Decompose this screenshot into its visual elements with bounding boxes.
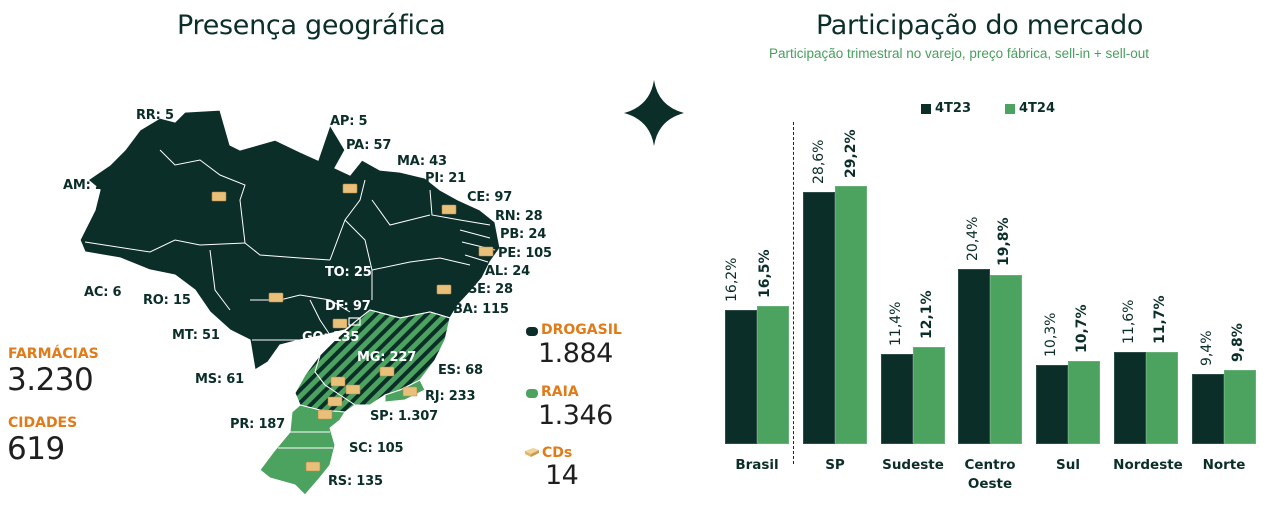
category-centro-oeste: Centro Oeste xyxy=(964,457,1016,492)
bar-sudeste-4t24 xyxy=(913,347,945,444)
state-label-pa: PA: 57 xyxy=(346,138,392,153)
state-label-rj: RJ: 233 xyxy=(425,389,476,404)
bar-sudeste-4t23 xyxy=(881,354,913,444)
raia-value: 1.346 xyxy=(538,400,613,431)
cds-label: CDs xyxy=(542,445,573,461)
bar-centro-oeste-4t23 xyxy=(958,269,990,444)
state-label-sc: SC: 105 xyxy=(349,441,404,456)
category-sp: SP xyxy=(825,457,845,473)
state-label-go: GO: 135 xyxy=(302,330,360,345)
state-label-pi: PI: 21 xyxy=(425,171,466,186)
state-label-ro: RO: 15 xyxy=(143,293,191,308)
map-dark-region xyxy=(79,109,501,371)
value-norte-4t23: 9,4% xyxy=(1199,330,1215,366)
cds-value: 14 xyxy=(545,460,579,491)
state-label-pr: PR: 187 xyxy=(230,417,285,432)
df-marker xyxy=(348,317,361,326)
category-sudeste: Sudeste xyxy=(882,457,944,473)
legend-label-4t23: 4T23 xyxy=(935,101,972,116)
geo-title: Presença geográfica xyxy=(177,10,446,41)
category-nordeste: Nordeste xyxy=(1113,457,1183,473)
bar-norte-4t23 xyxy=(1192,374,1224,444)
bar-brasil-4t24 xyxy=(757,306,789,444)
state-label-ac: AC: 6 xyxy=(84,285,122,300)
bar-sp-4t24 xyxy=(835,186,867,444)
value-sp-4t24: 29,2% xyxy=(843,129,859,178)
category-norte: Norte xyxy=(1202,457,1246,473)
value-sudeste-4t23: 11,4% xyxy=(888,301,904,346)
state-label-se: SE: 28 xyxy=(468,282,513,297)
farmacias-value: 3.230 xyxy=(7,362,94,398)
bar-sul-4t23 xyxy=(1036,365,1068,444)
four-point-star-icon xyxy=(624,80,684,146)
value-sp-4t23: 28,6% xyxy=(811,139,827,184)
bar-norte-4t24 xyxy=(1224,370,1256,444)
value-norte-4t24: 9,8% xyxy=(1230,323,1246,362)
state-label-rn: RN: 28 xyxy=(495,209,543,224)
state-label-pe: PE: 105 xyxy=(498,246,552,261)
dashed-separator xyxy=(793,122,794,464)
bar-sul-4t24 xyxy=(1068,361,1100,444)
category-brasil: Brasil xyxy=(735,457,779,473)
state-label-ce: CE: 97 xyxy=(467,190,513,205)
value-nordeste-4t23: 11,6% xyxy=(1121,299,1137,344)
value-sudeste-4t24: 12,1% xyxy=(919,290,935,339)
brazil-map xyxy=(79,109,501,496)
cidades-label: CIDADES xyxy=(8,415,78,431)
farmacias-label: FARMÁCIAS xyxy=(8,346,99,362)
raia-label: RAIA xyxy=(541,384,579,400)
state-label-mt: MT: 51 xyxy=(172,328,220,343)
state-label-pb: PB: 24 xyxy=(500,227,547,242)
market-title: Participação do mercado xyxy=(816,10,1144,41)
state-label-df: DF: 97 xyxy=(325,299,371,314)
bar-nordeste-4t23 xyxy=(1114,352,1146,444)
cd-markers xyxy=(211,183,494,472)
state-label-al: AL: 24 xyxy=(485,264,530,279)
bar-sp-4t23 xyxy=(803,192,835,444)
state-label-rr: RR: 5 xyxy=(136,108,174,123)
state-label-es: ES: 68 xyxy=(438,363,483,378)
raia-swatch xyxy=(526,389,538,398)
value-nordeste-4t24: 11,7% xyxy=(1152,295,1168,344)
bar-centro-oeste-4t24 xyxy=(990,275,1022,444)
value-sul-4t23: 10,3% xyxy=(1043,312,1059,357)
value-brasil-4t24: 16,5% xyxy=(757,249,773,298)
category-sul: Sul xyxy=(1056,457,1080,473)
legend-label-4t24: 4T24 xyxy=(1019,101,1056,116)
drogasil-value: 1.884 xyxy=(538,338,613,369)
cidades-value: 619 xyxy=(7,431,65,467)
legend-swatch-4t23 xyxy=(921,103,931,114)
state-label-sp: SP: 1.307 xyxy=(370,409,438,424)
state-label-am: AM: 25 xyxy=(63,178,113,193)
market-subtitle: Participação trimestral no varejo, preço… xyxy=(769,46,1150,61)
state-label-rs: RS: 135 xyxy=(328,474,383,489)
warehouse-box-icon xyxy=(525,448,539,457)
bar-nordeste-4t24 xyxy=(1146,352,1178,444)
legend-4t23: 4T23 xyxy=(921,101,971,116)
map-south xyxy=(259,404,346,496)
bar-brasil-4t23 xyxy=(725,310,757,444)
value-centro-oeste-4t23: 20,4% xyxy=(965,216,981,261)
legend-swatch-4t24 xyxy=(1005,103,1015,114)
value-centro-oeste-4t24: 19,8% xyxy=(996,217,1012,266)
state-label-ms: MS: 61 xyxy=(195,372,244,387)
value-sul-4t24: 10,7% xyxy=(1074,304,1090,353)
state-label-to: TO: 25 xyxy=(325,265,372,280)
state-label-ba: BA: 115 xyxy=(453,302,509,317)
state-label-ma: MA: 43 xyxy=(397,154,447,169)
drogasil-swatch xyxy=(526,327,538,336)
state-label-mg: MG: 227 xyxy=(357,350,417,365)
state-label-ap: AP: 5 xyxy=(330,114,368,129)
value-brasil-4t23: 16,2% xyxy=(724,257,740,302)
legend-4t24: 4T24 xyxy=(1005,101,1055,116)
drogasil-label: DROGASIL xyxy=(541,322,622,338)
